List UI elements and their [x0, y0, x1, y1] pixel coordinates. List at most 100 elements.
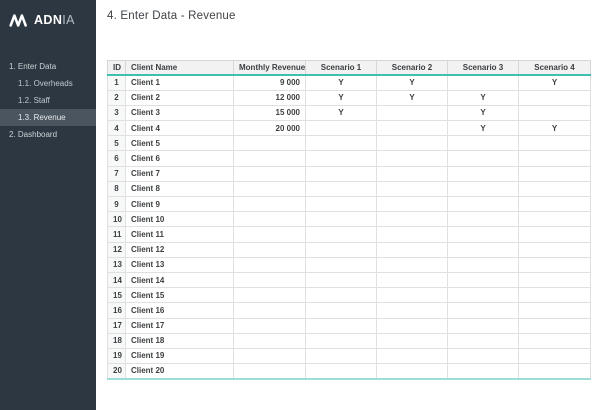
cell-client-name[interactable]: Client 15 — [125, 287, 234, 304]
cell-scenario-4[interactable] — [518, 89, 591, 106]
cell-client-name[interactable]: Client 3 — [125, 104, 234, 122]
cell-scenario-3[interactable] — [447, 256, 519, 273]
cell-monthly-revenue[interactable]: 15 000 — [233, 104, 306, 122]
cell-scenario-1[interactable] — [305, 256, 377, 273]
cell-scenario-2[interactable] — [376, 302, 448, 319]
sidebar-item-revenue[interactable]: 1.3. Revenue — [0, 109, 96, 126]
cell-scenario-2[interactable] — [376, 104, 448, 122]
cell-client-name[interactable]: Client 11 — [125, 226, 234, 243]
cell-scenario-3[interactable] — [447, 150, 519, 167]
cell-scenario-3[interactable] — [447, 363, 519, 380]
cell-scenario-1[interactable] — [305, 195, 377, 213]
cell-scenario-1[interactable] — [305, 271, 377, 289]
cell-scenario-3[interactable] — [447, 226, 519, 243]
cell-monthly-revenue[interactable] — [233, 165, 306, 182]
cell-id[interactable]: 4 — [107, 120, 126, 137]
cell-monthly-revenue[interactable] — [233, 287, 306, 304]
cell-scenario-2[interactable] — [376, 241, 448, 258]
cell-scenario-1[interactable] — [305, 347, 377, 365]
cell-id[interactable]: 18 — [107, 332, 126, 349]
cell-monthly-revenue[interactable] — [233, 332, 306, 349]
cell-scenario-4[interactable] — [518, 347, 591, 365]
cell-id[interactable]: 12 — [107, 241, 126, 258]
cell-id[interactable]: 1 — [107, 74, 126, 91]
cell-scenario-1[interactable]: Y — [305, 74, 377, 91]
cell-client-name[interactable]: Client 10 — [125, 211, 234, 228]
cell-scenario-4[interactable] — [518, 165, 591, 182]
cell-scenario-4[interactable] — [518, 150, 591, 167]
cell-scenario-1[interactable] — [305, 302, 377, 319]
cell-id[interactable]: 7 — [107, 165, 126, 182]
cell-scenario-4[interactable] — [518, 104, 591, 122]
cell-scenario-3[interactable] — [447, 241, 519, 258]
cell-id[interactable]: 19 — [107, 347, 126, 365]
cell-scenario-4[interactable] — [518, 271, 591, 289]
cell-scenario-1[interactable] — [305, 317, 377, 334]
cell-scenario-3[interactable] — [447, 211, 519, 228]
cell-scenario-1[interactable] — [305, 120, 377, 137]
cell-client-name[interactable]: Client 20 — [125, 363, 234, 380]
cell-scenario-3[interactable] — [447, 271, 519, 289]
cell-client-name[interactable]: Client 5 — [125, 135, 234, 152]
cell-scenario-1[interactable] — [305, 226, 377, 243]
cell-id[interactable]: 10 — [107, 211, 126, 228]
cell-scenario-4[interactable] — [518, 135, 591, 152]
cell-scenario-4[interactable] — [518, 302, 591, 319]
cell-monthly-revenue[interactable] — [233, 226, 306, 243]
cell-scenario-4[interactable] — [518, 256, 591, 273]
cell-scenario-3[interactable] — [447, 347, 519, 365]
cell-scenario-4[interactable] — [518, 332, 591, 349]
cell-scenario-3[interactable] — [447, 195, 519, 213]
cell-scenario-2[interactable]: Y — [376, 74, 448, 91]
cell-client-name[interactable]: Client 13 — [125, 256, 234, 273]
cell-scenario-1[interactable] — [305, 135, 377, 152]
cell-id[interactable]: 5 — [107, 135, 126, 152]
cell-scenario-2[interactable] — [376, 211, 448, 228]
cell-client-name[interactable]: Client 4 — [125, 120, 234, 137]
cell-scenario-2[interactable] — [376, 226, 448, 243]
cell-id[interactable]: 13 — [107, 256, 126, 273]
sidebar-item-dashboard[interactable]: 2. Dashboard — [9, 130, 58, 139]
cell-scenario-1[interactable] — [305, 241, 377, 258]
cell-scenario-2[interactable] — [376, 347, 448, 365]
cell-monthly-revenue[interactable]: 9 000 — [233, 74, 306, 91]
sidebar-item-overheads[interactable]: 1.1. Overheads — [18, 79, 73, 88]
sidebar-item-staff[interactable]: 1.2. Staff — [18, 96, 50, 105]
cell-client-name[interactable]: Client 7 — [125, 165, 234, 182]
cell-scenario-2[interactable] — [376, 165, 448, 182]
cell-monthly-revenue[interactable] — [233, 302, 306, 319]
cell-scenario-1[interactable]: Y — [305, 89, 377, 106]
sidebar-item-enter-data[interactable]: 1. Enter Data — [9, 62, 57, 71]
cell-client-name[interactable]: Client 19 — [125, 347, 234, 365]
cell-scenario-3[interactable] — [447, 332, 519, 349]
cell-scenario-3[interactable] — [447, 287, 519, 304]
cell-scenario-4[interactable] — [518, 241, 591, 258]
cell-scenario-1[interactable] — [305, 180, 377, 198]
cell-client-name[interactable]: Client 9 — [125, 195, 234, 213]
cell-id[interactable]: 6 — [107, 150, 126, 167]
cell-scenario-2[interactable] — [376, 120, 448, 137]
cell-client-name[interactable]: Client 1 — [125, 74, 234, 91]
cell-monthly-revenue[interactable] — [233, 347, 306, 365]
cell-id[interactable]: 15 — [107, 287, 126, 304]
cell-scenario-4[interactable]: Y — [518, 74, 591, 91]
cell-monthly-revenue[interactable] — [233, 150, 306, 167]
cell-scenario-4[interactable] — [518, 226, 591, 243]
cell-id[interactable]: 17 — [107, 317, 126, 334]
cell-scenario-1[interactable] — [305, 150, 377, 167]
cell-monthly-revenue[interactable] — [233, 256, 306, 273]
cell-id[interactable]: 9 — [107, 195, 126, 213]
cell-scenario-3[interactable] — [447, 74, 519, 91]
cell-client-name[interactable]: Client 18 — [125, 332, 234, 349]
cell-scenario-3[interactable] — [447, 165, 519, 182]
cell-scenario-2[interactable] — [376, 180, 448, 198]
cell-monthly-revenue[interactable] — [233, 180, 306, 198]
cell-monthly-revenue[interactable]: 12 000 — [233, 89, 306, 106]
cell-id[interactable]: 2 — [107, 89, 126, 106]
cell-scenario-4[interactable] — [518, 363, 591, 380]
cell-monthly-revenue[interactable] — [233, 241, 306, 258]
cell-scenario-2[interactable]: Y — [376, 89, 448, 106]
cell-scenario-4[interactable] — [518, 211, 591, 228]
cell-monthly-revenue[interactable] — [233, 135, 306, 152]
cell-id[interactable]: 14 — [107, 271, 126, 289]
